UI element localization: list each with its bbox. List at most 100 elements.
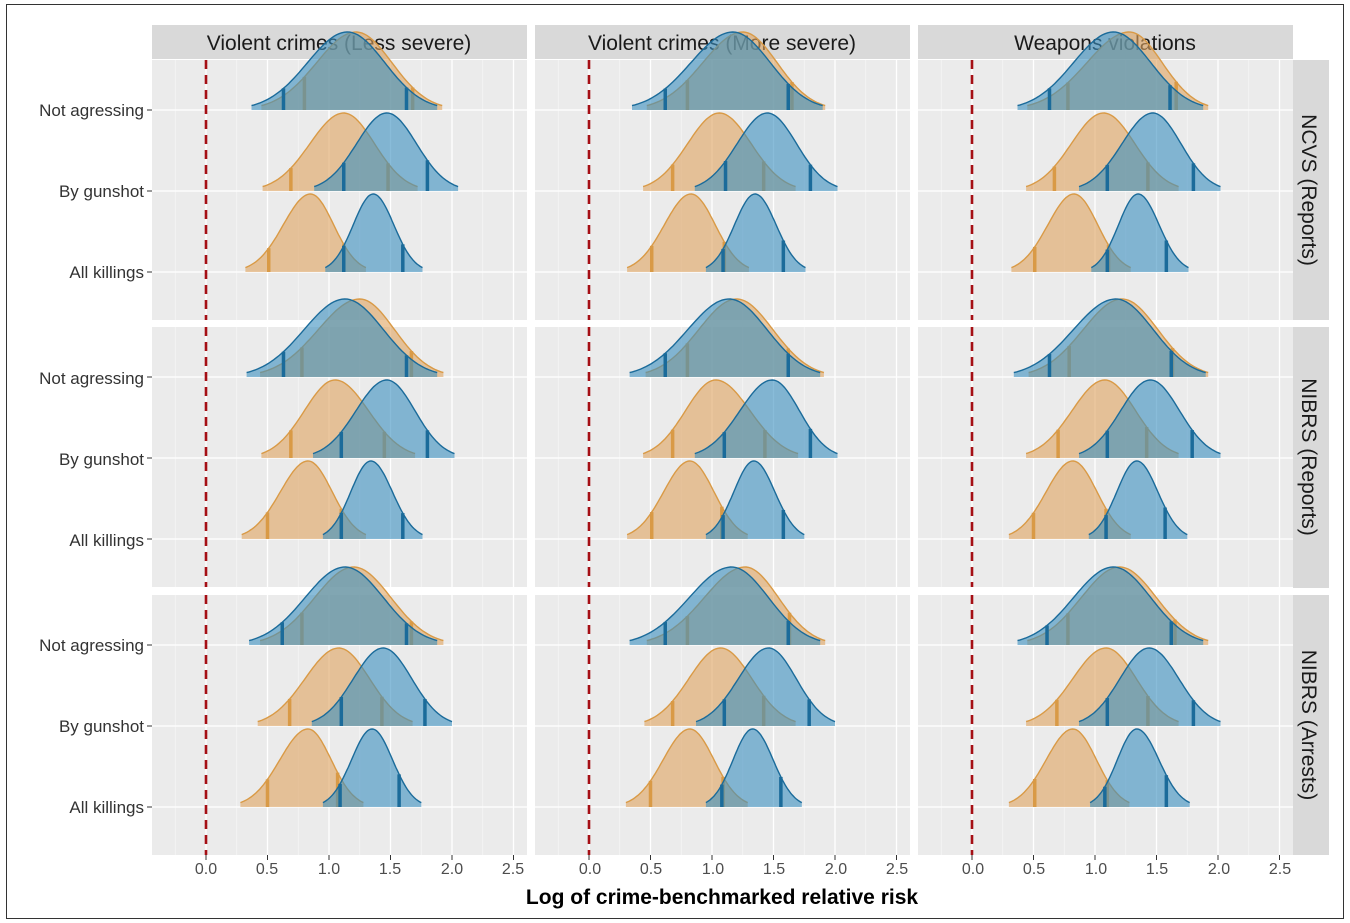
y-tick-label: Not agressing: [39, 369, 144, 388]
row-strip-label: NIBRS (Arrests): [1297, 650, 1320, 801]
panel: [152, 298, 527, 587]
blue-density-fill: [705, 729, 802, 807]
blue-density-line: [705, 728, 803, 804]
blue-density-fill: [696, 648, 835, 726]
x-tick-label: 2.5: [886, 861, 908, 878]
x-tick-label: 0.0: [195, 861, 217, 878]
orange-density-fill: [240, 729, 364, 807]
row-strip-label: NCVS (Reports): [1297, 114, 1320, 266]
blue-density-fill: [325, 194, 423, 272]
blue-density-fill: [1017, 567, 1204, 645]
blue-density-line: [1078, 647, 1221, 723]
row-strip-bg: [1293, 327, 1329, 588]
blue-density-line: [694, 379, 838, 455]
row-strip-bg: [1293, 595, 1329, 855]
blue-density-fill: [1079, 648, 1221, 726]
blue-density-line: [1089, 728, 1191, 804]
x-tick-label: 1.0: [318, 861, 340, 878]
blue-density-line: [1090, 193, 1189, 269]
blue-density-fill: [1017, 32, 1204, 110]
panels-layer: [147, 31, 1293, 860]
orange-density-fill: [245, 194, 366, 272]
x-tick-label: 0.5: [640, 861, 662, 878]
panel: [918, 298, 1293, 587]
blue-density-fill: [313, 380, 455, 458]
row-strip-label: NIBRS (Reports): [1297, 378, 1320, 536]
blue-density-fill: [1088, 461, 1188, 539]
x-tick-label: 1.0: [1085, 861, 1107, 878]
panel: [152, 566, 527, 855]
blue-density-line: [1013, 298, 1206, 374]
blue-density-line: [248, 566, 438, 642]
x-tick-label: 1.5: [1146, 861, 1168, 878]
orange-density-fill: [627, 461, 748, 539]
blue-density-line: [1078, 112, 1221, 188]
blue-density-line: [695, 647, 836, 723]
x-tick-label: 0.5: [256, 861, 278, 878]
y-tick-label: All killings: [69, 263, 144, 282]
y-tick-label: By gunshot: [59, 182, 144, 201]
y-tick-label: Not agressing: [39, 636, 144, 655]
y-tick-label: By gunshot: [59, 717, 144, 736]
x-tick-label: 2.0: [1208, 861, 1230, 878]
orange-density-fill: [627, 194, 749, 272]
blue-density-fill: [629, 567, 821, 645]
blue-density-fill: [249, 567, 438, 645]
blue-density-line: [312, 379, 455, 455]
column-strips: Violent crimes (Less severe) Violent cri…: [152, 25, 1293, 59]
x-tick-label: 1.0: [702, 861, 724, 878]
y-tick-label: All killings: [69, 531, 144, 550]
x-tick-label: 1.5: [763, 861, 785, 878]
row-strip-bg: [1293, 60, 1329, 320]
panel: [535, 298, 910, 587]
blue-density-line: [246, 298, 438, 374]
blue-density-fill: [1079, 380, 1221, 458]
blue-density-fill: [1091, 194, 1189, 272]
row-strips: NCVS (Reports) NIBRS (Reports) NIBRS (Ar…: [1293, 60, 1329, 855]
x-tick-label: 2.0: [825, 861, 847, 878]
y-tick-label: By gunshot: [59, 450, 144, 469]
x-tick-label: 0.0: [579, 861, 601, 878]
orange-density-fill: [241, 461, 366, 539]
blue-density-fill: [1013, 299, 1206, 377]
x-axis-title: Log of crime-benchmarked relative risk: [526, 886, 918, 909]
x-tick-label: 0.5: [1023, 861, 1045, 878]
blue-density-line: [313, 112, 459, 188]
x-axis-labels: 0.0 0.5 1.0 1.5 2.0 2.5 0.0 0.5 1.0 1.5 …: [195, 861, 1291, 878]
panel: [535, 31, 910, 320]
blue-density-fill: [251, 32, 438, 110]
x-tick-label: 2.5: [1269, 861, 1291, 878]
panel: [918, 566, 1293, 855]
blue-density-fill: [629, 299, 821, 377]
blue-density-line: [324, 193, 423, 269]
orange-density-fill: [1008, 729, 1130, 807]
panel: [918, 31, 1293, 320]
y-axis-labels: Not agressing By gunshot All killings No…: [39, 101, 144, 817]
x-tick-label: 0.0: [962, 861, 984, 878]
blue-density-fill: [705, 194, 806, 272]
panel: [535, 566, 910, 855]
x-tick-label: 1.5: [379, 861, 401, 878]
blue-density-line: [311, 647, 453, 723]
y-tick-label: All killings: [69, 798, 144, 817]
orange-density-fill: [1008, 461, 1131, 539]
blue-density-fill: [246, 299, 438, 377]
blue-density-fill: [314, 113, 459, 191]
blue-density-fill: [322, 729, 422, 807]
x-tick-label: 2.0: [441, 861, 463, 878]
blue-density-fill: [632, 32, 823, 110]
blue-density-fill: [311, 648, 452, 726]
blue-density-line: [322, 460, 423, 536]
x-tick-label: 2.5: [502, 861, 524, 878]
blue-density-fill: [694, 113, 838, 191]
blue-density-fill: [322, 461, 423, 539]
orange-density-fill: [1011, 194, 1131, 272]
blue-density-fill: [705, 461, 805, 539]
blue-density-line: [1078, 379, 1221, 455]
blue-density-line: [694, 112, 838, 188]
panel: [152, 31, 527, 320]
orange-density-fill: [625, 729, 748, 807]
blue-density-fill: [1079, 113, 1221, 191]
y-tick-label: Not agressing: [39, 101, 144, 120]
